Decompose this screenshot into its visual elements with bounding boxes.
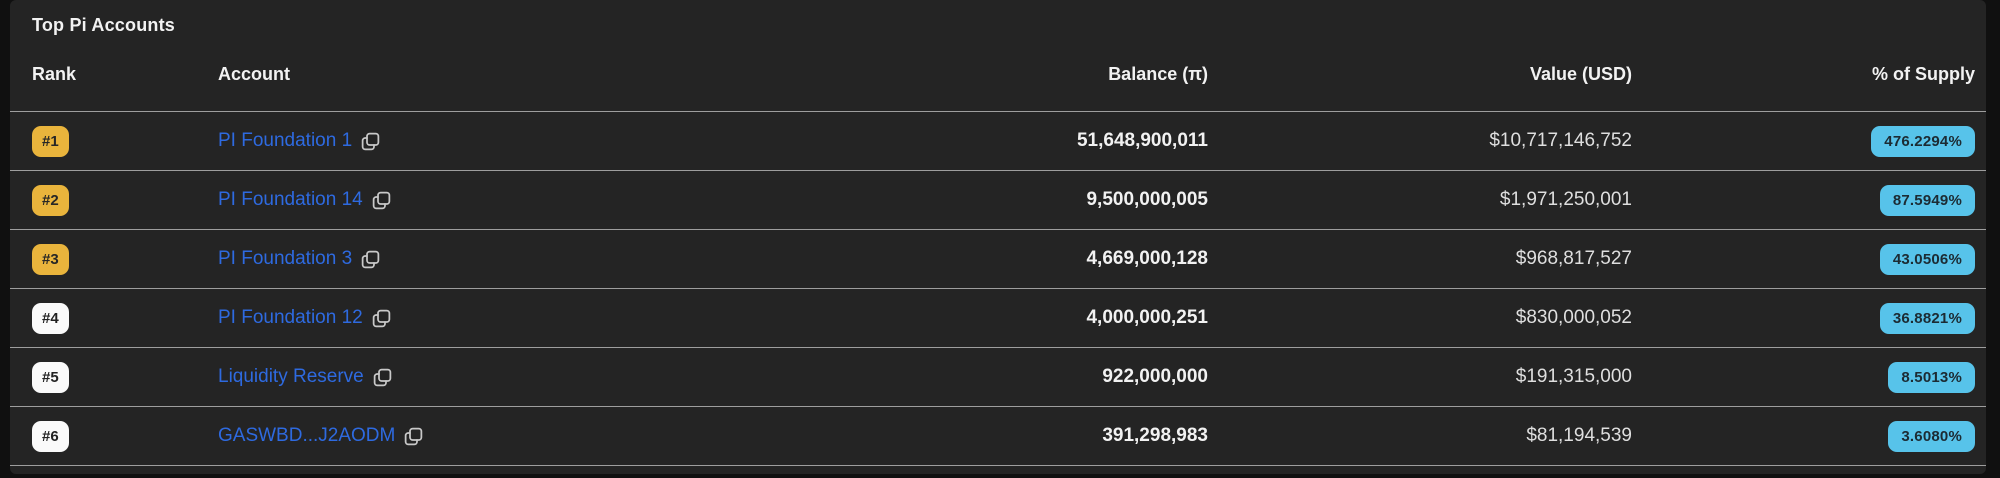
top-pi-accounts-card: Top Pi Accounts Rank Account Balance (π)… — [10, 0, 1986, 474]
rank-cell: #6 — [32, 420, 218, 452]
copy-icon[interactable] — [403, 426, 424, 447]
balance-value: 4,000,000,251 — [1086, 307, 1208, 328]
supply-badge: 476.2294% — [1871, 125, 1975, 157]
table-body: #1 PI Foundation 1 51,648,900,011 $10,71… — [10, 112, 1986, 466]
supply-cell: 3.6080% — [1632, 420, 1975, 452]
table-row: #6 GASWBD...J2AODM 391,298,983 $81,194,5… — [10, 407, 1986, 466]
account-cell: GASWBD...J2AODM — [218, 425, 808, 447]
rank-cell: #4 — [32, 302, 218, 334]
table-header-row: Rank Account Balance (π) Value (USD) % o… — [10, 38, 1986, 112]
copy-icon[interactable] — [360, 249, 381, 270]
rank-badge: #2 — [32, 184, 69, 216]
table-row: #1 PI Foundation 1 51,648,900,011 $10,71… — [10, 112, 1986, 171]
column-header-supply: % of Supply — [1872, 64, 1975, 84]
account-link[interactable]: GASWBD...J2AODM — [218, 425, 396, 446]
rank-cell: #3 — [32, 243, 218, 275]
account-cell: PI Foundation 14 — [218, 189, 808, 211]
rank-cell: #2 — [32, 184, 218, 216]
usd-value: $10,717,146,752 — [1489, 130, 1632, 151]
balance-value: 391,298,983 — [1102, 425, 1208, 446]
column-header-balance: Balance (π) — [1108, 64, 1208, 84]
table-row: #5 Liquidity Reserve 922,000,000 $191,31… — [10, 348, 1986, 407]
rank-badge: #6 — [32, 420, 69, 452]
account-link[interactable]: PI Foundation 14 — [218, 189, 363, 210]
balance-value: 9,500,000,005 — [1086, 189, 1208, 210]
supply-cell: 8.5013% — [1632, 361, 1975, 393]
account-cell: PI Foundation 3 — [218, 248, 808, 270]
account-cell: Liquidity Reserve — [218, 366, 808, 388]
column-header-value: Value (USD) — [1529, 64, 1632, 84]
supply-cell: 43.0506% — [1632, 243, 1975, 275]
usd-value: $830,000,052 — [1515, 307, 1632, 328]
rank-badge: #3 — [32, 243, 69, 275]
balance-value: 4,669,000,128 — [1086, 248, 1208, 269]
usd-value: $968,817,527 — [1515, 248, 1632, 269]
copy-icon[interactable] — [371, 190, 392, 211]
supply-badge: 43.0506% — [1879, 243, 1975, 275]
account-cell: PI Foundation 1 — [218, 130, 808, 152]
rank-cell: #1 — [32, 125, 218, 157]
supply-badge: 87.5949% — [1879, 184, 1975, 216]
supply-badge: 3.6080% — [1888, 420, 1975, 452]
rank-badge: #4 — [32, 302, 69, 334]
usd-value: $81,194,539 — [1526, 425, 1632, 446]
supply-badge: 36.8821% — [1879, 302, 1975, 334]
copy-icon[interactable] — [372, 367, 393, 388]
account-link[interactable]: PI Foundation 12 — [218, 307, 363, 328]
balance-value: 51,648,900,011 — [1076, 130, 1208, 151]
balance-value: 922,000,000 — [1102, 366, 1208, 387]
usd-value: $191,315,000 — [1515, 366, 1632, 387]
card-title: Top Pi Accounts — [32, 15, 176, 35]
account-link[interactable]: PI Foundation 3 — [218, 248, 353, 269]
rank-badge: #5 — [32, 361, 69, 393]
account-link[interactable]: Liquidity Reserve — [218, 366, 364, 387]
copy-icon[interactable] — [360, 131, 381, 152]
supply-cell: 476.2294% — [1632, 125, 1975, 157]
table-row: #2 PI Foundation 14 9,500,000,005 $1,971… — [10, 171, 1986, 230]
rank-badge: #1 — [32, 125, 69, 157]
rank-cell: #5 — [32, 361, 218, 393]
supply-cell: 36.8821% — [1632, 302, 1975, 334]
supply-badge: 8.5013% — [1888, 361, 1975, 393]
table-row: #4 PI Foundation 12 4,000,000,251 $830,0… — [10, 289, 1986, 348]
account-link[interactable]: PI Foundation 1 — [218, 130, 353, 151]
usd-value: $1,971,250,001 — [1499, 189, 1632, 210]
supply-cell: 87.5949% — [1632, 184, 1975, 216]
column-header-account: Account — [218, 64, 290, 84]
table-row: #3 PI Foundation 3 4,669,000,128 $968,81… — [10, 230, 1986, 289]
account-cell: PI Foundation 12 — [218, 307, 808, 329]
copy-icon[interactable] — [371, 308, 392, 329]
column-header-rank: Rank — [32, 64, 77, 84]
